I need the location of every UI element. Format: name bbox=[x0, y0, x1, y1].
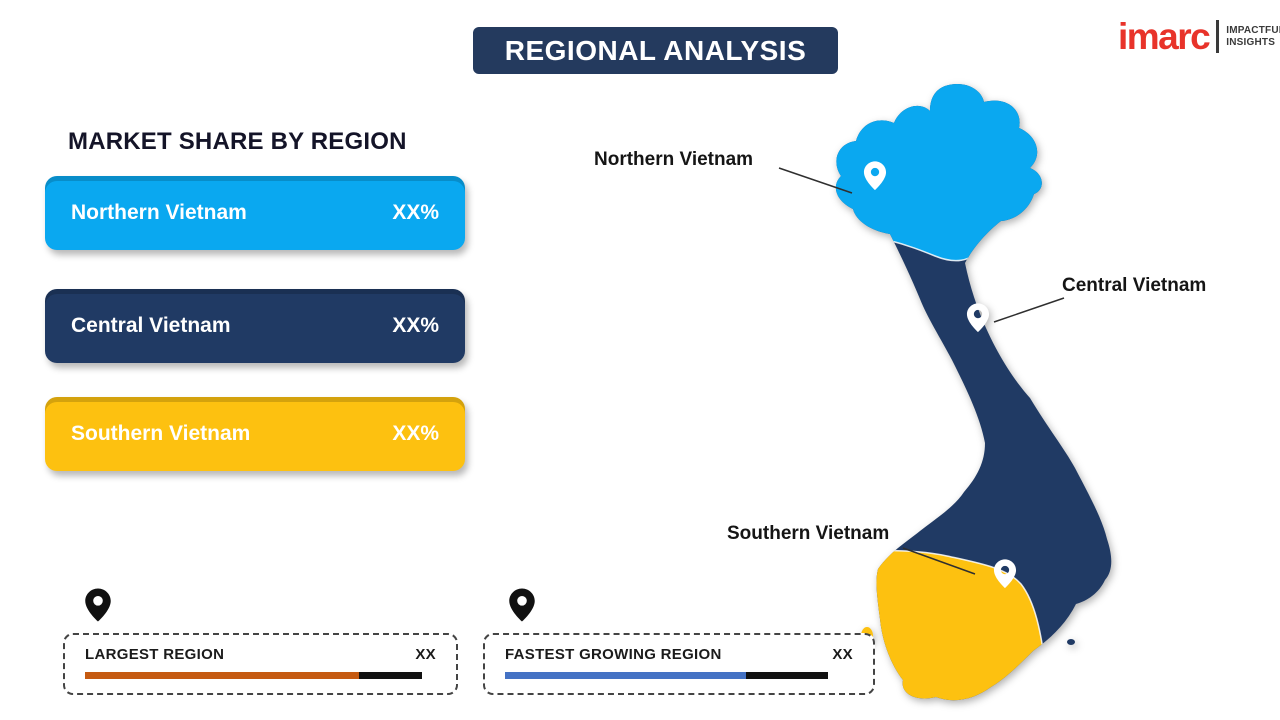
legend-meter-fastest-secondary bbox=[746, 672, 828, 679]
page-title: REGIONAL ANALYSIS bbox=[473, 27, 838, 74]
region-label-central: Central Vietnam bbox=[1062, 275, 1207, 296]
market-share-heading: MARKET SHARE BY REGION bbox=[68, 128, 407, 155]
legend-label-largest: LARGEST REGION bbox=[85, 646, 225, 663]
market-share-bar-central: Central Vietnam XX% bbox=[45, 289, 465, 363]
logo-tagline-line2: INSIGHTS bbox=[1226, 36, 1276, 48]
legend-label-fastest: FASTEST GROWING REGION bbox=[505, 646, 722, 663]
vietnam-map bbox=[815, 80, 1135, 712]
legend-value-largest: XX bbox=[415, 646, 436, 663]
legend-card-largest-region: LARGEST REGION XX bbox=[63, 633, 458, 695]
bar-value-southern: XX% bbox=[392, 422, 439, 445]
logo-tagline: IMPACTFUL INSIGHTS bbox=[1226, 25, 1280, 49]
legend-meter-largest bbox=[85, 672, 436, 679]
legend-meter-largest-secondary bbox=[359, 672, 422, 679]
map-region-north bbox=[835, 83, 1112, 261]
bar-label-central: Central Vietnam bbox=[71, 314, 231, 337]
market-share-bar-northern: Northern Vietnam XX% bbox=[45, 176, 465, 250]
bar-value-central: XX% bbox=[392, 314, 439, 337]
fastest-growing-pin-icon bbox=[509, 588, 535, 622]
imarc-brand-text: imarc bbox=[1118, 16, 1211, 57]
region-label-northern: Northern Vietnam bbox=[594, 149, 754, 170]
legend-card-fastest-growing: FASTEST GROWING REGION XX bbox=[483, 633, 875, 695]
legend-value-fastest: XX bbox=[832, 646, 853, 663]
bar-value-northern: XX% bbox=[392, 201, 439, 224]
bar-label-southern: Southern Vietnam bbox=[71, 422, 251, 445]
market-share-bar-southern: Southern Vietnam XX% bbox=[45, 397, 465, 471]
logo-tagline-line1: IMPACTFUL bbox=[1226, 24, 1280, 36]
region-label-southern: Southern Vietnam bbox=[727, 523, 890, 544]
bar-label-northern: Northern Vietnam bbox=[71, 201, 247, 224]
map-island-con-dao bbox=[1067, 639, 1075, 645]
largest-region-pin-icon bbox=[85, 588, 111, 622]
legend-meter-fastest-primary bbox=[505, 672, 746, 679]
imarc-logo: imarc IMPACTFUL INSIGHTS bbox=[1118, 18, 1280, 55]
legend-meter-fastest bbox=[505, 672, 853, 679]
logo-divider bbox=[1216, 20, 1220, 53]
legend-meter-largest-primary bbox=[85, 672, 359, 679]
